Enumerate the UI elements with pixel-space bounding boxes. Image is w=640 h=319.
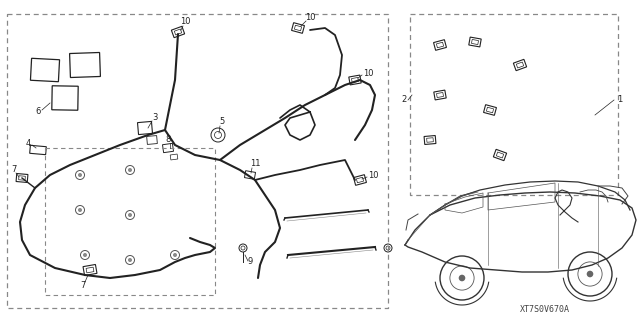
Text: 3: 3 <box>152 114 157 122</box>
Circle shape <box>83 253 87 257</box>
Circle shape <box>459 275 465 281</box>
Text: 10: 10 <box>305 13 316 23</box>
Text: 9: 9 <box>248 257 253 266</box>
Circle shape <box>173 253 177 257</box>
Text: 6: 6 <box>35 108 41 116</box>
Text: 10: 10 <box>363 69 373 78</box>
Text: 10: 10 <box>180 18 190 26</box>
Text: 4: 4 <box>26 138 31 147</box>
Text: 10: 10 <box>368 170 378 180</box>
Text: 1: 1 <box>618 95 623 105</box>
Circle shape <box>128 168 132 172</box>
Circle shape <box>587 271 593 277</box>
Circle shape <box>128 258 132 262</box>
Text: 11: 11 <box>250 160 260 168</box>
Circle shape <box>128 213 132 217</box>
Circle shape <box>78 173 82 177</box>
Text: XT7S0V670A: XT7S0V670A <box>520 306 570 315</box>
Text: 2: 2 <box>401 95 406 105</box>
Text: 7: 7 <box>12 166 17 174</box>
Text: 8: 8 <box>165 136 171 145</box>
Text: 7: 7 <box>80 280 86 290</box>
Circle shape <box>78 208 82 212</box>
Text: 5: 5 <box>220 117 225 127</box>
